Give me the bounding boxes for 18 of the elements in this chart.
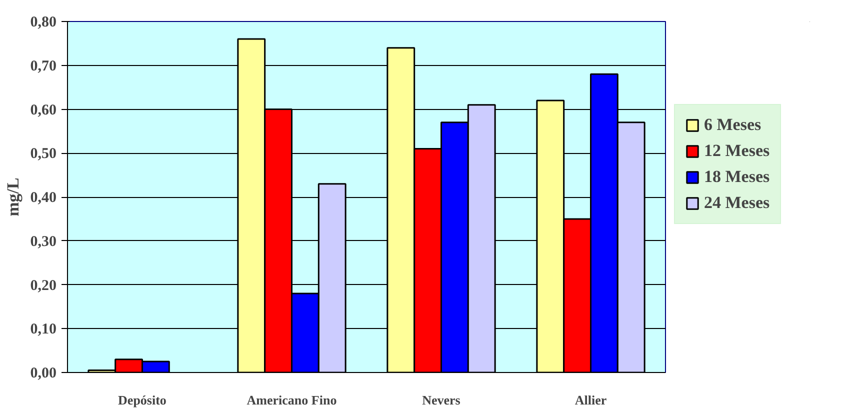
y-tick-label: 0,30 [30,234,56,250]
y-tick-label: 0,80 [30,14,56,30]
y-tick-label: 0,00 [30,366,56,382]
legend-label: 12 Meses [704,141,770,161]
legend-label: 6 Meses [704,115,762,135]
y-tick-label: 0,20 [30,278,56,294]
x-tick-label: Depósito [118,392,166,408]
y-tick-label: 0,60 [30,102,56,118]
x-tick-label: Nevers [422,392,460,408]
y-axis-title: mg/L [3,178,22,216]
x-tick-label: Americano Fino [246,392,337,408]
legend-label: 18 Meses [704,167,770,187]
y-tick-label: 0,10 [30,322,56,338]
y-tick-label: 0,70 [30,58,56,74]
y-tick-label: 0,40 [30,190,56,206]
y-tick-label: 0,50 [30,146,56,162]
x-tick-label: Allier [574,392,607,408]
legend-label: 24 Meses [704,193,770,213]
